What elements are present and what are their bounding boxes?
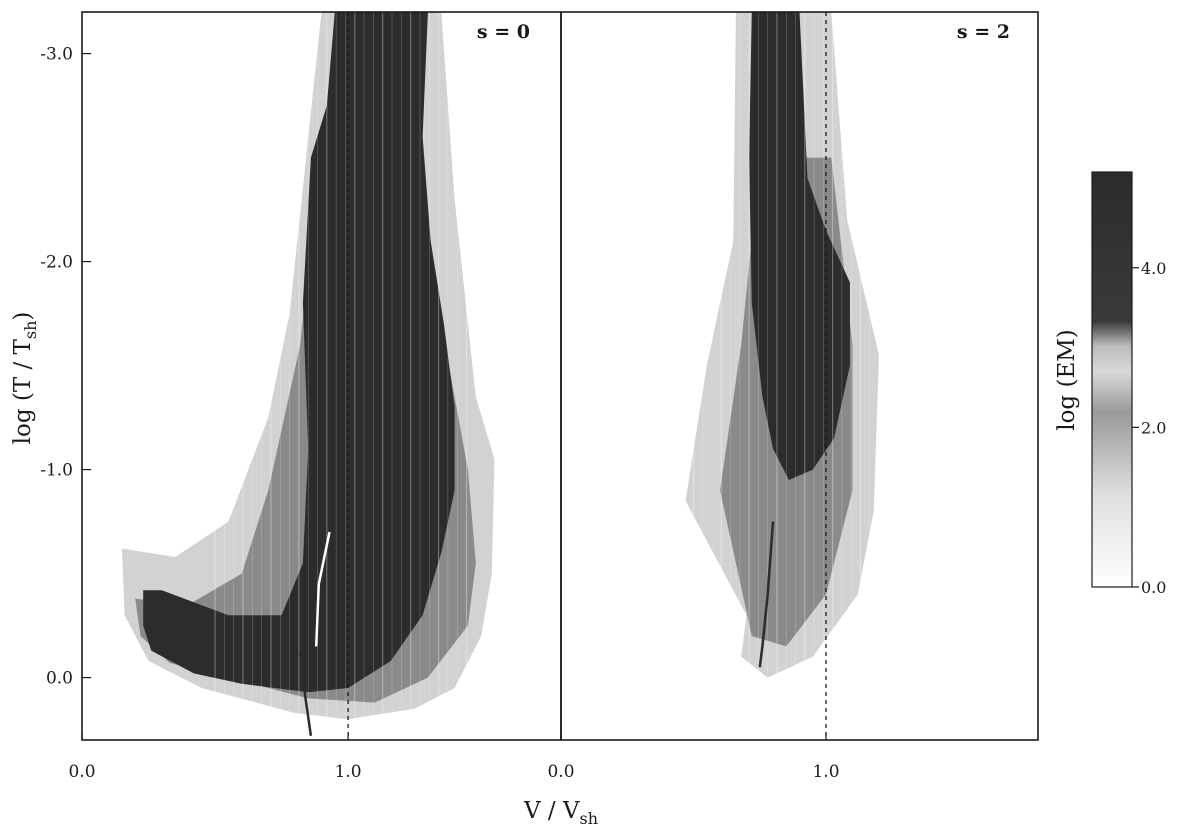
- y-tick-label: -2.0: [40, 253, 73, 273]
- colorbar-title: log (EM): [1054, 329, 1080, 431]
- y-axis-title: log (T / Tsh): [10, 312, 40, 445]
- panel-s0-data: [122, 12, 495, 740]
- panel-1-x-tick-label: 1.0: [812, 762, 839, 782]
- panel-s2-data: [686, 12, 944, 740]
- colorbar-tick-label: 4.0: [1141, 259, 1166, 278]
- panel-label-s2: s = 2: [957, 21, 1010, 43]
- panel-label-s0: s = 0: [477, 21, 530, 43]
- panel-0-x-tick-label: 0.0: [68, 762, 95, 782]
- panel-1-x-tick-label: 0.0: [547, 762, 574, 782]
- x-axis-title: V / Vsh: [523, 798, 598, 828]
- colorbar-tick-label: 0.0: [1141, 578, 1166, 597]
- panel-0-x-tick-label: 1.0: [335, 762, 362, 782]
- y-tick-label: 0.0: [46, 669, 73, 689]
- y-tick-label: -3.0: [40, 45, 73, 65]
- colorbar: [1092, 172, 1132, 587]
- y-tick-label: -1.0: [40, 461, 73, 481]
- colorbar-tick-label: 2.0: [1141, 418, 1166, 437]
